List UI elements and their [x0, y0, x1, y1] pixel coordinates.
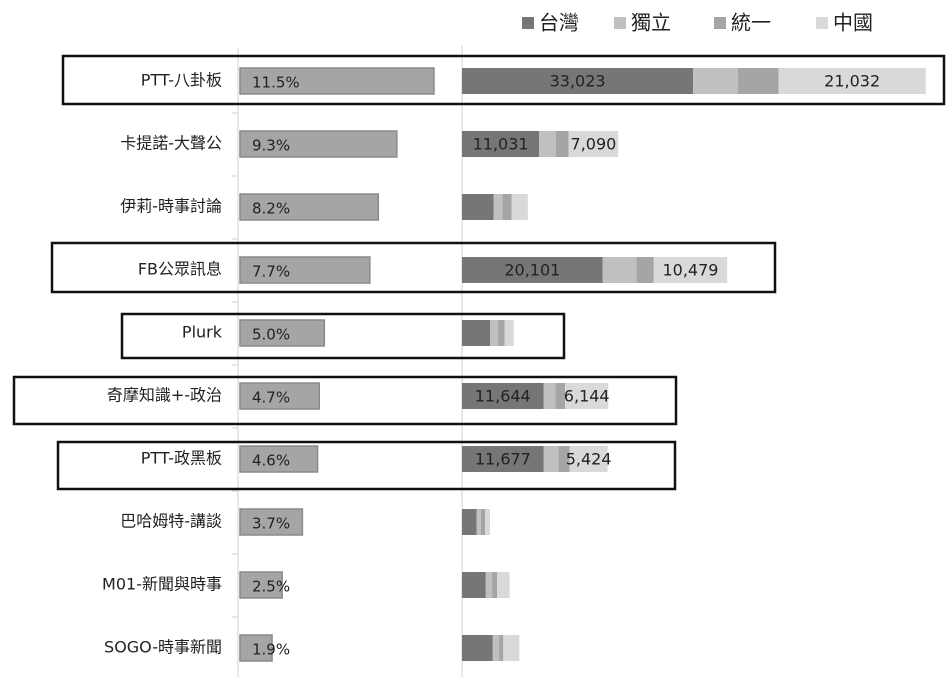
legend-label: 台灣	[539, 11, 579, 35]
segment-label: 7,090	[571, 135, 617, 154]
segment	[693, 68, 738, 94]
segment	[462, 383, 544, 409]
share-bar	[239, 382, 321, 410]
segment	[476, 509, 481, 535]
highlight-box	[56, 440, 677, 491]
segment	[569, 446, 608, 472]
segment-label: 5,424	[566, 450, 612, 469]
segment	[492, 572, 497, 598]
legend-label: 中國	[833, 11, 873, 35]
category-label: M01-新聞與時事	[102, 575, 222, 594]
segment-label: 11,031	[473, 135, 529, 154]
segment-label: 6,144	[564, 387, 610, 406]
share-bar	[239, 319, 326, 347]
segment	[493, 194, 503, 220]
segment-label: 10,479	[662, 261, 718, 280]
segment	[497, 572, 510, 598]
category-label: FB公眾訊息	[138, 260, 222, 279]
legend-label: 獨立	[631, 11, 671, 35]
segment	[503, 635, 520, 661]
share-label: 4.7%	[252, 389, 290, 407]
share-label: 5.0%	[252, 326, 290, 344]
segment	[602, 257, 637, 283]
segment	[737, 68, 779, 94]
highlight-box	[61, 54, 946, 106]
segment	[485, 572, 493, 598]
highlight-box	[12, 375, 678, 426]
share-label: 1.9%	[252, 641, 290, 659]
category-label: PTT-政黑板	[141, 449, 222, 468]
segment	[490, 320, 498, 346]
segment	[539, 131, 557, 157]
share-bar	[239, 634, 273, 662]
segment	[568, 131, 619, 157]
category-label: 巴哈姆特-講談	[120, 512, 222, 531]
category-label: PTT-八卦板	[141, 71, 222, 90]
share-bar	[239, 571, 283, 599]
share-label: 9.3%	[252, 137, 290, 155]
segment-label: 33,023	[550, 72, 606, 91]
segment	[778, 68, 926, 94]
category-label: 伊莉-時事討論	[120, 197, 222, 216]
legend-label: 統一	[731, 11, 771, 35]
legend-swatch	[522, 17, 534, 29]
category-label: SOGO-時事新聞	[104, 638, 222, 657]
segment	[558, 446, 570, 472]
segment	[511, 194, 528, 220]
segment	[504, 320, 514, 346]
segment	[499, 635, 504, 661]
category-label: Plurk	[182, 323, 223, 342]
segment	[462, 194, 494, 220]
segment	[462, 446, 544, 472]
segment	[556, 131, 569, 157]
segment	[492, 635, 500, 661]
highlight-box	[50, 241, 777, 294]
segment	[462, 635, 493, 661]
share-bar	[239, 67, 435, 95]
segment	[462, 320, 490, 346]
share-bar	[239, 508, 304, 536]
segment	[462, 509, 477, 535]
legend-swatch	[614, 17, 626, 29]
segment	[480, 509, 486, 535]
category-label: 卡提諾-大聲公	[120, 134, 222, 153]
highlight-boxes	[12, 54, 946, 491]
segment	[543, 383, 556, 409]
segment	[653, 257, 728, 283]
segment-label: 11,677	[475, 450, 531, 469]
segment	[462, 257, 603, 283]
segment	[485, 509, 490, 535]
segment	[502, 194, 512, 220]
share-bar	[239, 445, 319, 473]
share-label: 4.6%	[252, 452, 290, 470]
share-label: 7.7%	[252, 263, 290, 281]
legend-swatch	[816, 17, 828, 29]
segment-label: 11,644	[475, 387, 531, 406]
share-label: 8.2%	[252, 200, 290, 218]
share-label: 2.5%	[252, 578, 290, 596]
segment	[462, 68, 694, 94]
segment	[636, 257, 654, 283]
segment	[543, 446, 559, 472]
legend-swatch	[714, 17, 726, 29]
segment	[462, 572, 486, 598]
category-label: 奇摩知識+-政治	[107, 386, 222, 405]
share-bar	[239, 193, 380, 221]
segment-label: 21,032	[824, 72, 880, 91]
segment-label: 20,101	[504, 261, 560, 280]
segment	[462, 131, 540, 157]
share-label: 3.7%	[252, 515, 290, 533]
share-label: 11.5%	[252, 74, 300, 92]
segment	[555, 383, 566, 409]
share-bar	[239, 130, 398, 158]
segment	[565, 383, 609, 409]
segment	[497, 320, 505, 346]
highlight-box	[120, 312, 566, 360]
share-bar	[239, 256, 371, 284]
